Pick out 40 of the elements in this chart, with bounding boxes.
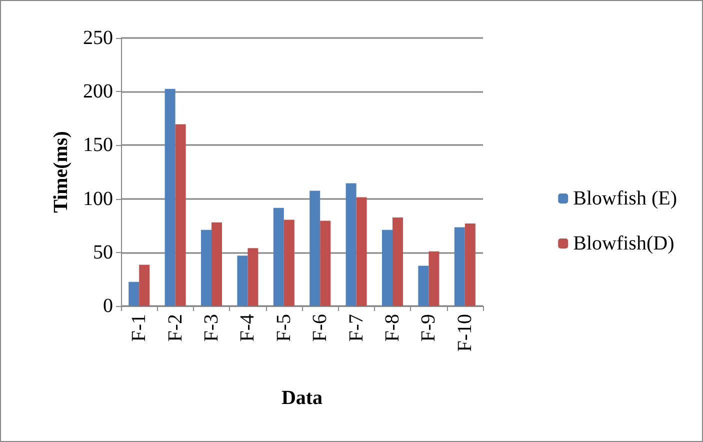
bar	[346, 183, 356, 306]
y-axis-title: Time(ms)	[50, 131, 72, 213]
bar	[356, 197, 367, 306]
bar	[201, 230, 212, 306]
x-tick-label: F-7	[345, 314, 368, 342]
y-tick-label: 0	[103, 295, 113, 317]
x-tick-label: F-1	[128, 314, 150, 342]
bar	[128, 282, 140, 306]
y-tick-label: 100	[83, 188, 113, 210]
bar	[310, 190, 320, 306]
x-tick-label: F-4	[236, 314, 259, 342]
bar	[164, 88, 176, 306]
bar	[212, 222, 222, 306]
y-tick-label: 250	[83, 27, 113, 49]
bar	[139, 264, 150, 306]
bar	[418, 266, 429, 306]
x-tick-label: F-6	[309, 314, 332, 342]
bar	[248, 248, 258, 306]
y-tick-label: 150	[83, 134, 113, 156]
bar	[392, 218, 403, 306]
x-tick-label: F-8	[382, 314, 404, 342]
x-axis-title: Data	[281, 387, 323, 409]
legend-label: Blowfish(D)	[573, 232, 674, 254]
x-tick-label: F-10	[454, 314, 476, 352]
x-tick-label: F-5	[272, 314, 295, 342]
x-tick-label: F-2	[164, 314, 186, 342]
bar	[237, 256, 248, 306]
legend-label: Blowfish (E)	[573, 188, 678, 210]
y-tick-label: 50	[93, 241, 113, 264]
bar	[320, 220, 331, 306]
bar	[382, 230, 392, 306]
bar	[464, 223, 476, 306]
bar	[428, 251, 440, 306]
y-tick-label: 200	[83, 80, 113, 103]
x-tick-label: F-3	[200, 314, 222, 342]
bar	[454, 227, 465, 306]
bar	[273, 208, 284, 306]
x-tick-label: F-9	[418, 314, 440, 342]
bar	[175, 124, 186, 306]
bar	[284, 220, 294, 306]
